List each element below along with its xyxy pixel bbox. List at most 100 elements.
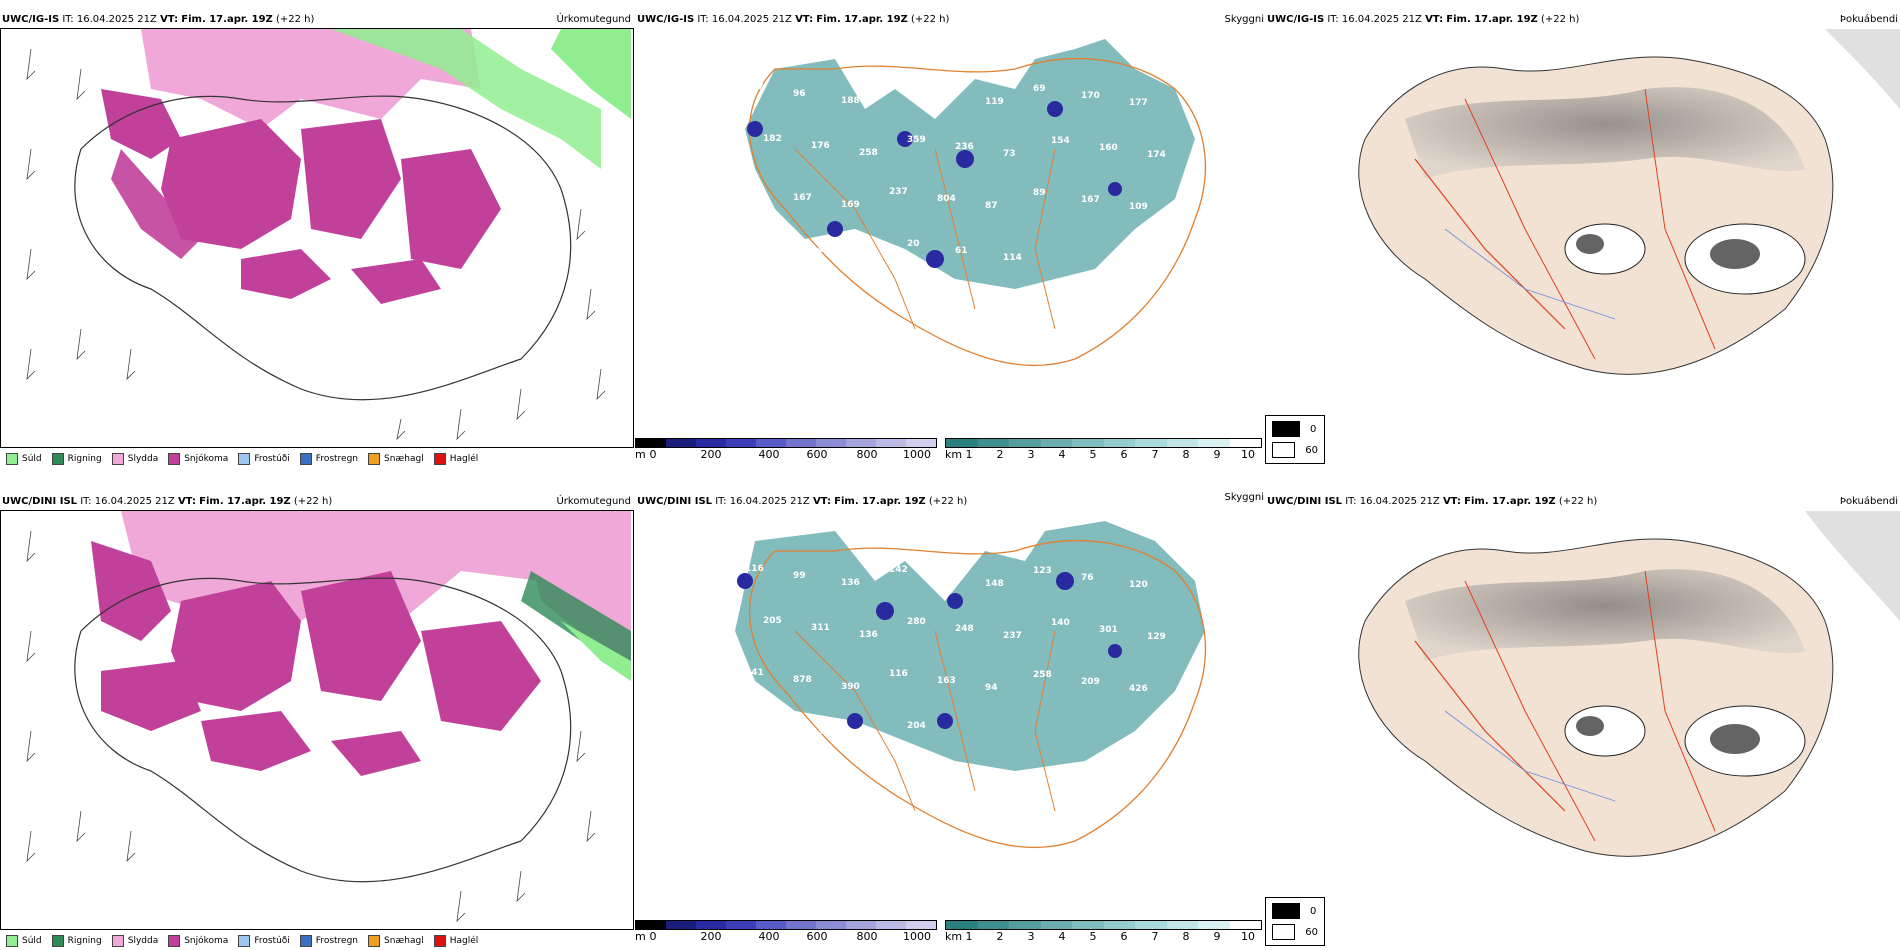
vt-label: VT:	[177, 496, 196, 507]
colorbar-segment	[816, 921, 846, 929]
ceiling-value-label: 142	[889, 565, 908, 575]
precip-type-map	[1, 511, 631, 927]
panel-header: UWC/IG-IS IT: 16.04.2025 21Z VT: Fim. 17…	[2, 14, 314, 25]
visibility-tick: 7	[1151, 930, 1159, 943]
panel-title: Úrkomutegund	[556, 496, 631, 507]
ceiling-value-label: 99	[793, 571, 806, 581]
colorbar-segment	[1072, 921, 1104, 929]
ceiling-value-label: 94	[985, 683, 998, 693]
legend-swatch	[6, 453, 18, 465]
init-time: IT: 16.04.2025 21Z	[715, 496, 810, 507]
ceiling-value-label: 119	[985, 97, 1004, 107]
ceiling-value-label: 188	[841, 96, 860, 106]
fog-legend-label: 0	[1310, 423, 1317, 435]
panel-title: Þokuábendi	[1839, 496, 1898, 507]
legend-swatch	[51, 453, 64, 465]
init-time: IT: 16.04.2025 21Z	[62, 14, 157, 25]
fog-legend-label: 60	[1305, 926, 1318, 938]
visibility-tick: 5	[1089, 930, 1097, 943]
colorbar-segment	[1135, 439, 1167, 447]
colorbar-segment	[846, 921, 876, 929]
colorbar-segment	[786, 439, 816, 447]
legend-swatch	[51, 935, 64, 947]
visibility-tick: 8	[1182, 930, 1190, 943]
legend-item-snjokoma: Snjókoma	[168, 935, 228, 947]
valid-time: Fim. 17.apr. 19Z	[834, 496, 926, 507]
visibility-tick: 9	[1213, 930, 1221, 943]
init-time: IT: 16.04.2025 21Z	[697, 14, 792, 25]
ceiling-tick: 1000	[903, 448, 931, 461]
ceiling-value-label: 167	[1081, 195, 1100, 205]
ceiling-value-label: 248	[955, 624, 974, 634]
fog-legend-item: 60	[1272, 442, 1318, 458]
legend-swatch	[111, 935, 124, 947]
ceiling-tick: 800	[856, 448, 878, 461]
colorbar-segment	[696, 921, 726, 929]
legend-swatch	[299, 935, 312, 947]
panel-ceiling-bottom: UWC/DINI ISL IT: 16.04.2025 21Z VT: Fim.…	[635, 492, 1270, 947]
map-frame	[0, 510, 634, 930]
ceiling-colorbar-strip	[635, 438, 937, 448]
ceiling-value-label: 804	[937, 194, 956, 204]
colorbar-segment	[946, 439, 978, 447]
ceiling-tick: 400	[758, 448, 780, 461]
ceiling-value-label: 176	[763, 238, 782, 248]
legend-swatch	[368, 453, 381, 465]
colorbar-segment	[846, 439, 876, 447]
colorbar-segment	[876, 439, 906, 447]
visibility-tick: 4	[1058, 930, 1066, 943]
ceiling-value-label: 116	[745, 564, 764, 574]
legend-item-frostregn: Frostregn	[299, 453, 359, 465]
colorbar-segment	[1072, 439, 1104, 447]
visibility-tick: 3	[1027, 448, 1035, 461]
legend-item-snaehagl: Snæhagl	[368, 935, 424, 947]
panel-precip-type-bottom: UWC/DINI ISL IT: 16.04.2025 21Z VT: Fim.…	[0, 492, 635, 947]
fog-map	[1358, 29, 1900, 375]
valid-time: Fim. 17.apr. 19Z	[816, 14, 908, 25]
colorbar-segment	[696, 439, 726, 447]
ceiling-value-label: 145	[811, 245, 830, 255]
ceiling-tick: 200	[700, 930, 722, 943]
colorbar-segment	[1229, 439, 1261, 447]
legend-label: Snæhagl	[384, 454, 424, 464]
ceiling-value-label: 236	[955, 142, 974, 152]
ceiling-value-label: 311	[811, 623, 830, 633]
ceiling-tick: 600	[806, 448, 828, 461]
ceiling-value-label: 232	[811, 727, 830, 737]
colorbar-segment	[1229, 921, 1261, 929]
colorbar-segment	[726, 439, 756, 447]
ceiling-value-label: 129	[1147, 632, 1166, 642]
model-name: UWC/DINI ISL	[1267, 496, 1343, 507]
ceiling-colorbar: m 0 200 400 600 800 1000	[635, 920, 937, 944]
colorbar-segment	[1009, 921, 1041, 929]
ceiling-value-label: 426	[1129, 684, 1148, 694]
visibility-tick: 8	[1182, 448, 1190, 461]
fog-legend-swatch	[1272, 421, 1300, 437]
panel-header: UWC/DINI ISL IT: 16.04.2025 21Z VT: Fim.…	[637, 496, 967, 507]
ceiling-unit: m	[635, 448, 646, 461]
visibility-tick: 9	[1213, 448, 1221, 461]
colorbar-segment	[636, 921, 666, 929]
visibility-tick: 3	[1027, 930, 1035, 943]
ceiling-value-label: 160	[1099, 143, 1118, 153]
lead-time: (+22 h)	[928, 496, 968, 507]
legend-label: Snjókoma	[184, 936, 229, 946]
panel-title: Skyggni	[1224, 14, 1264, 25]
fog-legend-item: 0	[1272, 421, 1318, 437]
legend-item-frostudi: Frostúði	[238, 935, 290, 947]
legend-label: Frostregn	[315, 454, 359, 464]
legend-label: Frostúði	[254, 454, 290, 464]
ceiling-tick: 400	[758, 930, 780, 943]
colorbar-segment	[1198, 439, 1230, 447]
legend-swatch	[299, 453, 312, 465]
colorbar-segment	[726, 921, 756, 929]
ceiling-value-label: 109	[1129, 202, 1148, 212]
ceiling-value-label: 280	[907, 617, 926, 627]
legend-swatch	[111, 453, 124, 465]
ceiling-tick: 1000	[903, 930, 931, 943]
visibility-tick: 5	[1089, 448, 1097, 461]
visibility-tick: 2	[996, 448, 1004, 461]
fog-legend-swatch	[1272, 442, 1296, 458]
ceiling-value-label: 138	[763, 720, 782, 730]
ceiling-value-label: 390	[841, 682, 860, 692]
